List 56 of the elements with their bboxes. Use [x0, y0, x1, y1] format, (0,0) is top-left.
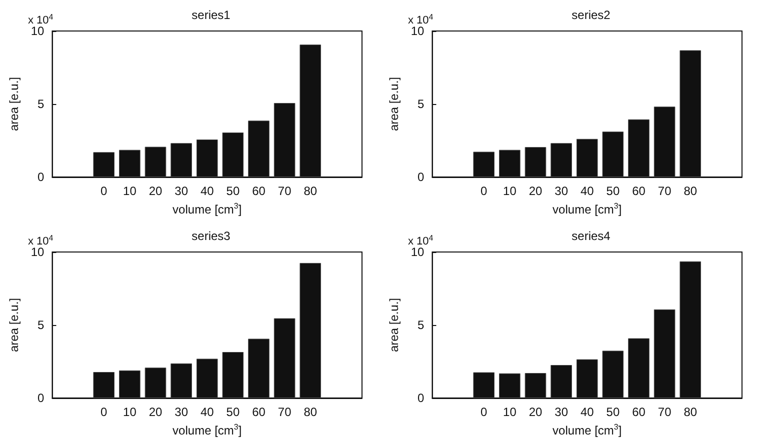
y-tick-label: 5: [418, 97, 425, 111]
x-tick-label: 40: [580, 405, 594, 419]
chart-title: series3: [192, 229, 231, 243]
x-tick-label: 30: [554, 184, 568, 198]
x-tick-label: 60: [252, 184, 266, 198]
y-tick-label: 5: [38, 97, 45, 111]
y-tick-label: 0: [38, 170, 45, 184]
x-tick-label: 10: [503, 405, 517, 419]
y-tick-label: 10: [410, 245, 425, 259]
y-axis-title: area [e.u.]: [7, 76, 21, 132]
chart-title: series1: [192, 8, 231, 22]
x-tick-label: 50: [226, 405, 240, 419]
y-axis-title: area [e.u.]: [387, 298, 401, 352]
y-axis-title: area [e.u.]: [7, 298, 21, 352]
chart-title: series2: [572, 8, 611, 22]
y-tick-label: 5: [38, 318, 45, 332]
x-tick-label: 50: [606, 184, 620, 198]
x-tick-label: 10: [123, 184, 137, 198]
x-tick-label: 50: [226, 184, 240, 198]
y-tick-label: 0: [418, 170, 425, 184]
x-tick-label: 50: [606, 405, 620, 419]
x-tick-label: 80: [684, 405, 698, 419]
x-tick-label: 0: [480, 184, 488, 198]
x-tick-label: 10: [503, 184, 517, 198]
y-tick-label: 0: [38, 391, 45, 405]
x-tick-label: 0: [100, 405, 108, 419]
x-tick-label: 40: [200, 405, 214, 419]
x-tick-label: 70: [658, 184, 672, 198]
x-tick-label: 30: [174, 405, 188, 419]
y-tick-label: 10: [30, 245, 45, 259]
chart-title: series4: [572, 229, 611, 243]
y-tick-label: 5: [418, 318, 425, 332]
x-tick-label: 60: [632, 184, 646, 198]
x-tick-label: 20: [528, 184, 542, 198]
y-tick-label: 10: [30, 24, 45, 38]
y-tick-label: 10: [410, 24, 425, 38]
x-tick-label: 40: [200, 184, 214, 198]
x-tick-label: 30: [174, 184, 188, 198]
x-tick-label: 40: [580, 184, 594, 198]
x-tick-label: 0: [100, 184, 108, 198]
x-tick-label: 70: [658, 405, 672, 419]
x-tick-label: 70: [278, 184, 292, 198]
x-tick-label: 60: [252, 405, 266, 419]
x-tick-label: 60: [632, 405, 646, 419]
x-tick-label: 20: [528, 405, 542, 419]
x-tick-label: 80: [304, 184, 318, 198]
x-tick-label: 80: [684, 184, 698, 198]
x-tick-label: 30: [554, 405, 568, 419]
x-tick-label: 10: [123, 405, 137, 419]
x-tick-label: 20: [148, 184, 162, 198]
x-tick-label: 80: [304, 405, 318, 419]
x-tick-label: 70: [278, 405, 292, 419]
x-tick-label: 20: [148, 405, 162, 419]
y-axis-title: area [e.u.]: [387, 76, 401, 132]
y-tick-label: 0: [418, 391, 425, 405]
x-tick-label: 0: [480, 405, 488, 419]
